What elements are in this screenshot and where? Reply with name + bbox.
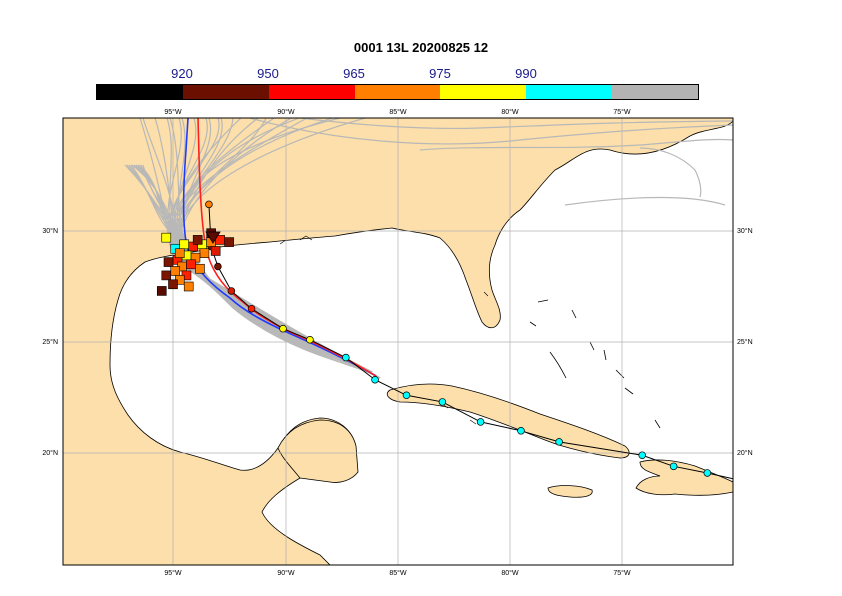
observed-track-line — [208, 204, 733, 480]
colorbar-label-920: 920 — [171, 66, 193, 81]
observed-position-2 — [669, 462, 678, 471]
lat-tick-right-1: 25°N — [737, 338, 753, 346]
lon-tick-bottom-4: 75°W — [613, 569, 631, 577]
lat-tick-left-1: 25°N — [42, 338, 58, 346]
observed-position-6 — [476, 418, 485, 426]
observed-position-15 — [214, 262, 222, 271]
colorbar-label-990: 990 — [515, 66, 537, 81]
ensemble-track — [639, 147, 702, 198]
colorbar-label-950: 950 — [257, 66, 279, 81]
lon-tick-top-2: 85°W — [389, 108, 407, 116]
lon-tick-top-1: 90°W — [277, 108, 295, 116]
lat-tick-right-2: 20°N — [737, 449, 753, 457]
ensemble-position-13 — [163, 257, 174, 267]
observed-position-11 — [306, 336, 314, 344]
observed-position-5 — [517, 427, 525, 435]
ensemble-position-2 — [179, 239, 190, 250]
colorbar-segment-6 — [526, 85, 613, 99]
map-content — [63, 118, 760, 565]
observed-position-8 — [402, 391, 411, 400]
ensemble-position-16 — [195, 263, 205, 274]
ensemble-position-15 — [186, 259, 196, 270]
observed-position-14 — [227, 287, 236, 295]
lon-tick-bottom-0: 95°W — [164, 569, 182, 577]
ensemble-position-17 — [170, 266, 181, 276]
lon-tick-top-4: 75°W — [613, 108, 631, 116]
land-cuba — [386, 383, 630, 459]
observed-position-1 — [703, 469, 712, 477]
ensemble-position-23 — [156, 286, 167, 296]
lat-tick-right-0: 30°N — [737, 227, 753, 235]
land-hispaniola — [635, 459, 733, 496]
ensemble-position-8 — [210, 246, 221, 256]
ensemble-position-7 — [224, 237, 234, 247]
colorbar-label-965: 965 — [343, 66, 365, 81]
land-bahamas — [529, 299, 661, 429]
axis-tick-labels: 95°W 90°W 85°W 80°W 75°W 95°W 90°W 85°W … — [42, 108, 752, 577]
lon-tick-top-0: 95°W — [164, 108, 182, 116]
colorbar-label-975: 975 — [429, 66, 451, 81]
colorbar-segment-2 — [182, 85, 269, 99]
track-blue — [182, 118, 377, 377]
lon-tick-bottom-2: 85°W — [389, 569, 407, 577]
observed-position-7 — [438, 398, 447, 406]
lon-tick-bottom-1: 90°W — [277, 569, 295, 577]
ensemble-position-18 — [161, 270, 172, 281]
observed-position-12 — [279, 324, 287, 333]
observed-position-3 — [638, 451, 646, 459]
colorbar-segment-3 — [268, 85, 355, 99]
track-red — [197, 118, 377, 377]
colorbar-segment-1 — [97, 85, 183, 99]
lat-tick-left-2: 20°N — [42, 449, 58, 457]
ensemble-position-21 — [168, 279, 178, 290]
observed-position-17 — [205, 200, 213, 209]
chart-title: 0001 13L 20200825 12 — [353, 40, 489, 55]
map-border — [62, 117, 734, 566]
ensemble-track — [419, 138, 733, 151]
lon-tick-bottom-3: 80°W — [501, 569, 519, 577]
ensemble-position-9 — [199, 248, 210, 258]
observed-track-points — [205, 200, 760, 488]
ensemble-track — [564, 196, 726, 206]
landfall-marker — [205, 231, 221, 244]
observed-position-9 — [371, 375, 379, 384]
lon-tick-top-3: 80°W — [501, 108, 519, 116]
ensemble-position-24 — [174, 248, 185, 258]
ensemble-track — [299, 118, 733, 130]
ensemble-position-0 — [161, 232, 172, 243]
observed-position-10 — [342, 353, 350, 362]
colorbar-segment-7 — [612, 85, 699, 99]
observed-position-4 — [555, 438, 563, 446]
ensemble-position-22 — [183, 281, 194, 292]
land-small-features — [279, 235, 489, 425]
land-yucatan — [277, 419, 359, 483]
colorbar-segment-4 — [354, 85, 441, 99]
observed-position-0 — [753, 481, 760, 488]
observed-position-13 — [247, 304, 256, 313]
land-jamaica — [547, 485, 593, 498]
colorbar-segment-5 — [440, 85, 527, 99]
pressure-colorbar — [96, 84, 699, 100]
lat-tick-left-0: 30°N — [42, 227, 58, 235]
ensemble-position-25 — [192, 235, 203, 245]
ensemble-track — [249, 118, 733, 145]
